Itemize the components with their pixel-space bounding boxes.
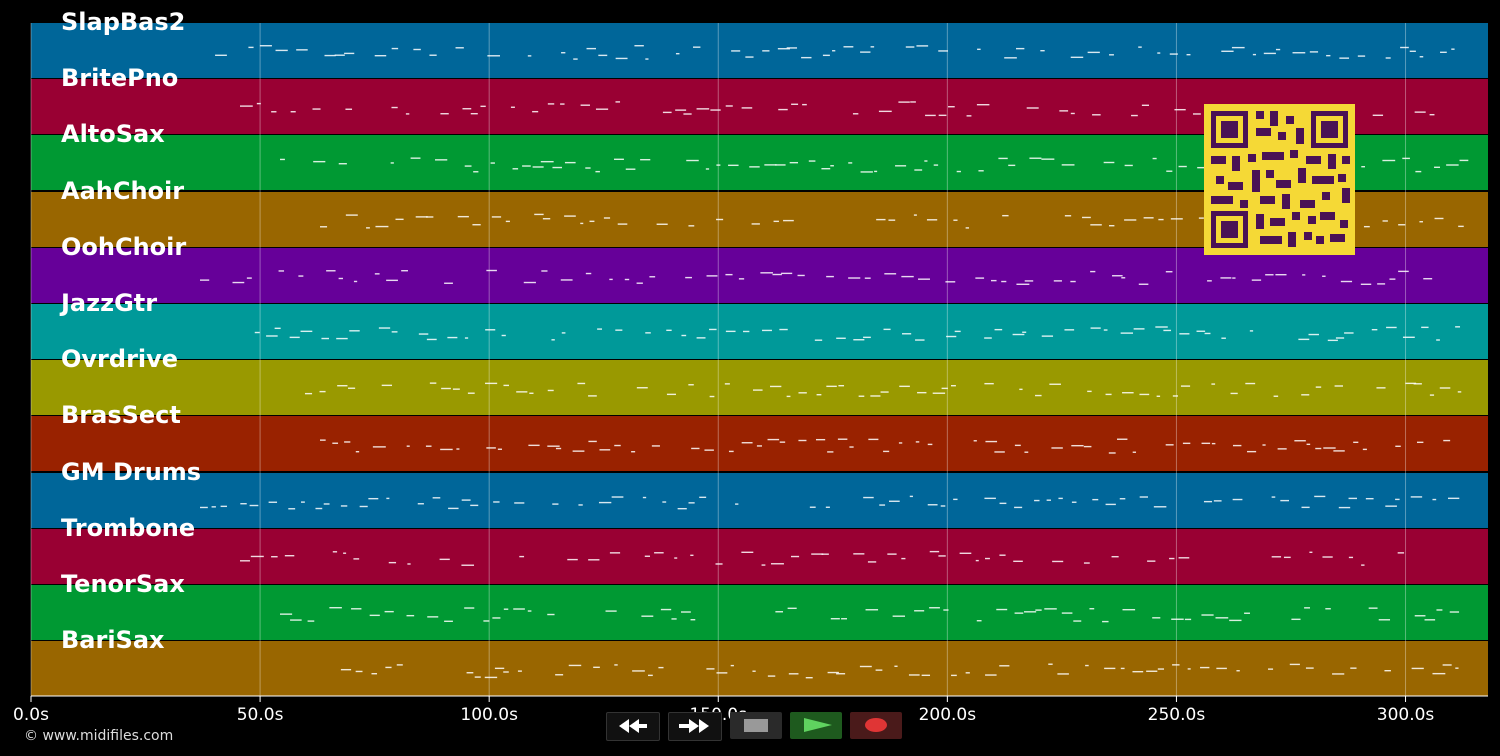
fast-forward-button[interactable] bbox=[668, 712, 722, 741]
fast-forward-icon bbox=[679, 719, 709, 733]
track-label: AahChoir bbox=[61, 176, 185, 205]
track-lane[interactable] bbox=[31, 528, 1488, 584]
rewind-button[interactable] bbox=[606, 712, 660, 741]
track-lane[interactable] bbox=[31, 641, 1488, 697]
track-label: Ovrdrive bbox=[61, 345, 179, 374]
play-button[interactable] bbox=[790, 712, 842, 739]
track-label: TenorSax bbox=[61, 570, 185, 598]
qr-code-icon[interactable] bbox=[1204, 104, 1355, 255]
track-label: BritePno bbox=[61, 64, 179, 93]
stop-button[interactable] bbox=[730, 712, 782, 739]
stop-icon bbox=[744, 719, 768, 732]
track-lane[interactable] bbox=[31, 472, 1488, 528]
tick-label: 0.0s bbox=[13, 705, 49, 725]
track-lane[interactable] bbox=[31, 585, 1488, 640]
record-icon bbox=[865, 718, 887, 732]
tick-label: 300.0s bbox=[1376, 705, 1435, 725]
track-lane[interactable] bbox=[31, 247, 1488, 303]
track-label: Trombone bbox=[61, 513, 196, 542]
track-label: AltoSax bbox=[61, 120, 165, 149]
track-label: JazzGtr bbox=[61, 289, 158, 317]
rewind-icon bbox=[619, 719, 647, 733]
track-lane[interactable] bbox=[31, 416, 1488, 472]
track-label: GM Drums bbox=[61, 457, 202, 486]
tick-label: 250.0s bbox=[1147, 705, 1206, 725]
copyright-text: © www.midifiles.com bbox=[24, 728, 174, 744]
play-icon bbox=[804, 718, 832, 732]
track-lane[interactable] bbox=[31, 304, 1488, 359]
track-label: OohChoir bbox=[61, 232, 187, 261]
track-lane[interactable] bbox=[31, 23, 1488, 78]
track-label: BariSax bbox=[61, 626, 165, 655]
record-button[interactable] bbox=[850, 712, 902, 739]
track-label: BrasSect bbox=[61, 401, 181, 430]
transport-controls bbox=[598, 710, 902, 741]
track-label: SlapBas2 bbox=[61, 8, 186, 36]
track-lane[interactable] bbox=[31, 360, 1488, 416]
tick-label: 200.0s bbox=[918, 705, 977, 725]
tick-label: 100.0s bbox=[460, 705, 518, 725]
tick-label: 50.0s bbox=[236, 705, 284, 725]
